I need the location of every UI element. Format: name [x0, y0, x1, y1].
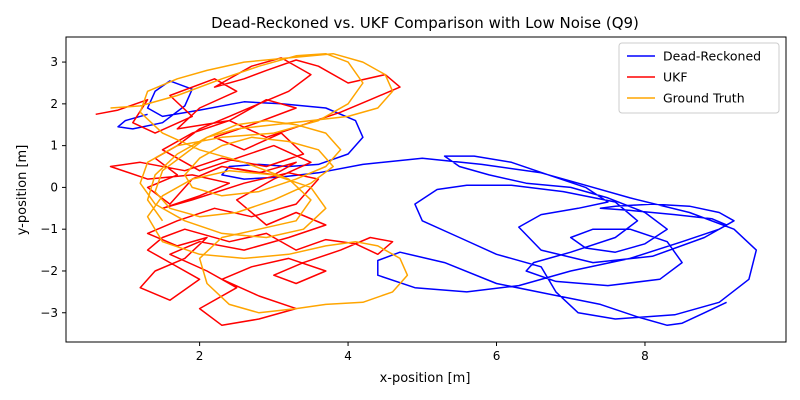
y-tick-label: 1	[50, 139, 58, 153]
y-tick-label: 0	[50, 180, 58, 194]
x-tick-label: 4	[344, 349, 352, 363]
x-tick-label: 2	[196, 349, 204, 363]
series-line-ground-truth	[110, 52, 409, 314]
y-tick-label: −1	[40, 222, 58, 236]
y-axis-label: y-position [m]	[15, 145, 30, 236]
axes-frame	[65, 36, 787, 343]
y-tick-label: 2	[50, 97, 58, 111]
y-tick-label: 3	[50, 55, 58, 69]
legend-label: UKF	[663, 70, 688, 85]
y-axis: −3 −2 −1 0 1 2 3	[40, 55, 66, 320]
legend-label: Dead-Reckoned	[663, 49, 761, 64]
legend-box	[618, 42, 780, 114]
series-line-ukf	[95, 57, 401, 327]
x-axis-label: x-position [m]	[380, 371, 471, 386]
legend-label: Ground Truth	[663, 91, 745, 106]
legend: Dead-Reckoned UKF Ground Truth	[618, 42, 780, 114]
plot-area	[95, 52, 758, 327]
x-tick-label: 8	[641, 349, 649, 363]
x-axis: 2 4 6 8	[196, 342, 649, 363]
y-tick-label: −3	[40, 306, 58, 320]
y-tick-label: −2	[40, 264, 58, 278]
x-tick-label: 6	[493, 349, 501, 363]
series-line-dead-reckoned	[117, 80, 758, 327]
chart-title: Dead-Reckoned vs. UKF Comparison with Lo…	[211, 14, 639, 32]
